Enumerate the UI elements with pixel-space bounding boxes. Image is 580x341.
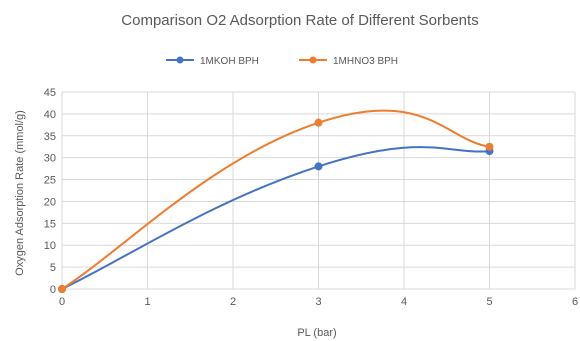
legend-marker-0	[176, 56, 184, 64]
legend-marker-1	[309, 56, 317, 64]
y-tick-label: 35	[44, 131, 56, 143]
y-tick-label: 25	[44, 175, 56, 187]
series-line-0	[61, 146, 490, 290]
x-tick-label: 5	[486, 296, 492, 308]
legend: 1MKOH BPH 1MHNO3 BPH	[166, 56, 398, 67]
chart-title: Comparison O2 Adsorption Rate of Differe…	[121, 12, 478, 29]
y-tick-label: 30	[44, 153, 56, 165]
y-tick-label: 10	[44, 240, 56, 252]
y-tick-label: 40	[44, 109, 56, 121]
y-tick-label: 0	[50, 284, 56, 296]
x-tick-label: 6	[572, 296, 578, 308]
y-tick-label: 20	[44, 196, 56, 208]
y-tick-label: 15	[44, 218, 56, 230]
y-tick-label: 5	[50, 262, 56, 274]
legend-label-0: 1MKOH BPH	[200, 56, 259, 67]
series-point-1	[314, 118, 323, 127]
x-tick-label: 3	[315, 296, 321, 308]
x-tick-label: 0	[59, 296, 65, 308]
y-axis-label: Oxygen Adsorption Rate (mmol/g)	[14, 110, 26, 276]
series-point-1	[58, 285, 66, 293]
series-layer	[58, 109, 494, 293]
series-line-1	[61, 109, 490, 290]
series-point-1	[485, 142, 494, 151]
x-axis-label: PL (bar)	[297, 327, 336, 339]
x-tick-label: 2	[230, 296, 236, 308]
x-tick-label: 4	[401, 296, 407, 308]
series-point-0	[314, 162, 323, 171]
x-tick-label: 1	[144, 296, 150, 308]
legend-label-1: 1MHNO3 BPH	[333, 56, 398, 67]
y-tick-label: 45	[44, 87, 56, 99]
